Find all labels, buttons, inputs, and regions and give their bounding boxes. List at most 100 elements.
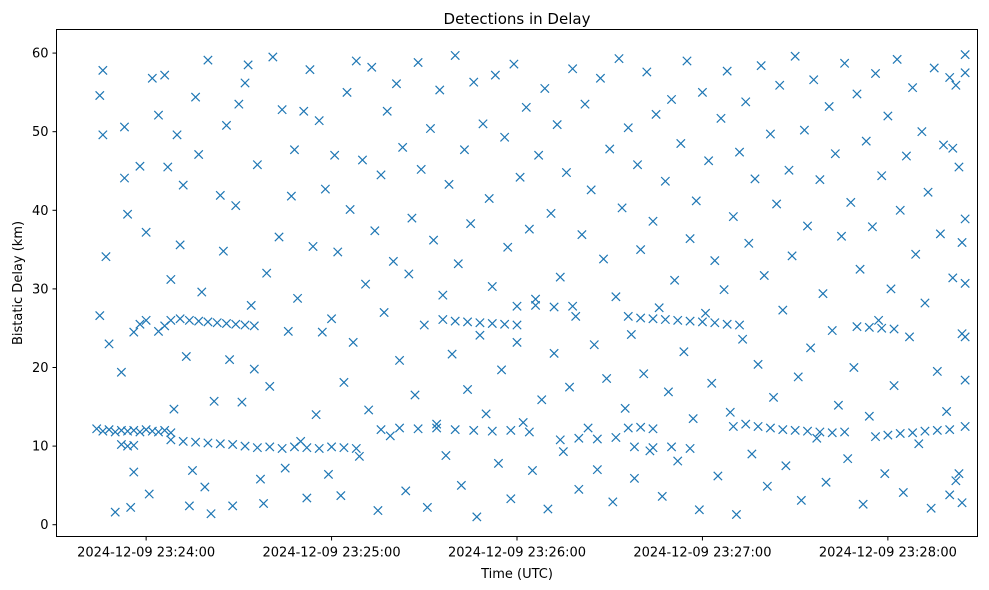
data-point xyxy=(246,300,256,311)
data-point xyxy=(370,226,380,236)
data-point xyxy=(391,79,402,89)
data-point xyxy=(95,310,105,321)
x-tick-label: 2024-12-09 23:27:00 xyxy=(633,546,771,561)
data-point xyxy=(821,477,831,487)
data-point xyxy=(728,211,738,222)
data-point xyxy=(889,380,899,391)
data-point xyxy=(620,403,630,413)
data-point xyxy=(787,251,797,261)
data-point xyxy=(493,458,504,469)
data-point xyxy=(320,184,331,194)
data-point xyxy=(657,491,667,502)
data-point xyxy=(555,435,565,445)
data-point xyxy=(203,55,213,65)
data-point xyxy=(135,319,145,329)
y-tick-label: 40 xyxy=(32,204,49,219)
data-point xyxy=(534,150,544,160)
data-point xyxy=(144,489,154,499)
data-point xyxy=(960,278,970,289)
data-point xyxy=(187,465,198,476)
data-point xyxy=(765,423,776,433)
data-point xyxy=(632,160,643,170)
data-point xyxy=(805,343,816,353)
data-point xyxy=(629,473,640,483)
data-point xyxy=(268,52,278,62)
data-point xyxy=(778,424,788,435)
data-point xyxy=(224,355,235,365)
data-point xyxy=(379,307,389,318)
data-point xyxy=(524,224,534,234)
data-point xyxy=(830,149,840,159)
data-point xyxy=(642,67,652,77)
data-point xyxy=(648,216,658,226)
data-point xyxy=(323,469,334,480)
data-point xyxy=(231,200,241,211)
data-point xyxy=(938,140,949,150)
data-point xyxy=(209,396,219,406)
data-point xyxy=(589,340,599,350)
data-point xyxy=(92,424,102,434)
data-point xyxy=(688,413,698,424)
data-point xyxy=(561,167,572,178)
data-point xyxy=(895,428,905,439)
data-point xyxy=(923,187,933,197)
data-point xyxy=(326,442,337,452)
chart-title: Detections in Delay xyxy=(444,10,591,28)
data-point xyxy=(401,486,411,496)
data-point xyxy=(228,501,238,511)
data-point xyxy=(240,441,250,451)
data-point xyxy=(839,427,850,437)
data-point xyxy=(614,53,624,64)
data-point xyxy=(410,390,420,400)
data-point xyxy=(716,113,726,123)
data-point xyxy=(419,320,429,330)
data-point xyxy=(697,317,708,327)
data-point xyxy=(635,313,646,323)
data-point xyxy=(252,160,263,170)
data-point xyxy=(669,275,680,285)
data-point xyxy=(487,318,497,329)
data-point xyxy=(957,237,967,248)
data-point xyxy=(166,274,176,285)
data-point xyxy=(518,417,528,428)
data-point xyxy=(945,424,955,435)
data-point xyxy=(413,424,423,434)
data-point xyxy=(95,90,105,101)
data-point xyxy=(228,439,238,450)
data-point xyxy=(784,165,794,175)
data-point xyxy=(611,292,621,302)
data-point xyxy=(827,325,837,336)
data-point xyxy=(911,249,921,259)
data-point xyxy=(444,179,454,189)
data-point xyxy=(292,293,303,303)
data-point xyxy=(527,465,538,476)
data-point xyxy=(416,164,426,175)
y-tick-label: 10 xyxy=(32,440,49,455)
data-point xyxy=(314,443,324,454)
data-point xyxy=(450,424,460,435)
data-point xyxy=(602,373,612,384)
data-point xyxy=(583,423,593,433)
data-point xyxy=(592,465,602,475)
data-point xyxy=(595,73,606,83)
data-point xyxy=(453,259,463,269)
data-point xyxy=(212,318,222,328)
data-point xyxy=(512,301,522,311)
data-point xyxy=(867,222,878,232)
data-point xyxy=(799,125,810,135)
data-point xyxy=(645,446,655,456)
data-point xyxy=(870,432,881,442)
data-point xyxy=(790,425,800,436)
data-point xyxy=(317,327,327,337)
data-point xyxy=(184,315,195,325)
data-point xyxy=(728,421,738,432)
x-axis-ticks: 2024-12-09 23:24:00 2024-12-09 23:25:00 20… xyxy=(77,536,957,561)
data-point xyxy=(660,314,670,325)
data-point xyxy=(756,61,766,71)
data-point xyxy=(249,321,259,331)
data-point xyxy=(666,442,677,452)
data-point xyxy=(326,314,337,324)
data-point xyxy=(243,60,253,70)
data-point xyxy=(422,502,432,513)
